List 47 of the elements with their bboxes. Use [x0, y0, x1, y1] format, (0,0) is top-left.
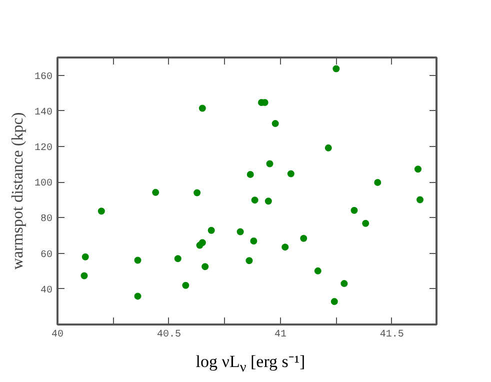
- point: [330, 298, 338, 306]
- x-tick-label: 41: [274, 330, 286, 340]
- y-tick-label: 80: [40, 214, 53, 226]
- point: [236, 228, 244, 236]
- point: [287, 170, 294, 178]
- x-axis-title: log νL$_{ν}$ [erg s⁻¹]: [194, 351, 306, 378]
- point: [246, 170, 254, 178]
- point: [250, 238, 258, 245]
- point: [152, 188, 160, 196]
- point: [98, 208, 105, 215]
- y-tick-label: 160: [34, 72, 53, 83]
- point: [251, 196, 258, 204]
- point: [300, 234, 308, 242]
- point: [324, 144, 332, 152]
- point: [414, 166, 422, 173]
- point: [246, 257, 253, 264]
- point: [416, 196, 424, 204]
- point: [134, 256, 142, 264]
- x-tick-label: 40.5: [156, 330, 181, 340]
- point: [264, 198, 272, 205]
- x-tick-label: 41.5: [380, 330, 404, 340]
- point: [198, 239, 206, 246]
- y-tick-label: 100: [34, 178, 53, 190]
- point: [182, 282, 190, 289]
- point: [208, 226, 215, 234]
- point: [340, 280, 348, 288]
- point: [282, 244, 289, 251]
- y-tick-label: 140: [34, 107, 53, 118]
- point: [174, 255, 182, 262]
- point: [82, 253, 89, 260]
- point: [314, 267, 322, 274]
- y-tick-label: 60: [40, 250, 53, 261]
- point: [198, 104, 206, 112]
- y-axis-title: warmspot distance (kpc): [9, 112, 26, 270]
- point: [202, 263, 209, 270]
- point: [134, 292, 142, 300]
- point: [194, 189, 201, 196]
- point: [272, 120, 279, 128]
- point: [80, 272, 88, 280]
- y-tick-label: 40: [40, 285, 53, 296]
- point: [362, 220, 370, 227]
- point: [266, 160, 274, 168]
- x-tick-label: 40: [52, 330, 64, 340]
- point: [374, 178, 382, 186]
- y-tick-label: 120: [34, 143, 53, 154]
- point: [350, 206, 358, 214]
- point: [332, 65, 340, 72]
